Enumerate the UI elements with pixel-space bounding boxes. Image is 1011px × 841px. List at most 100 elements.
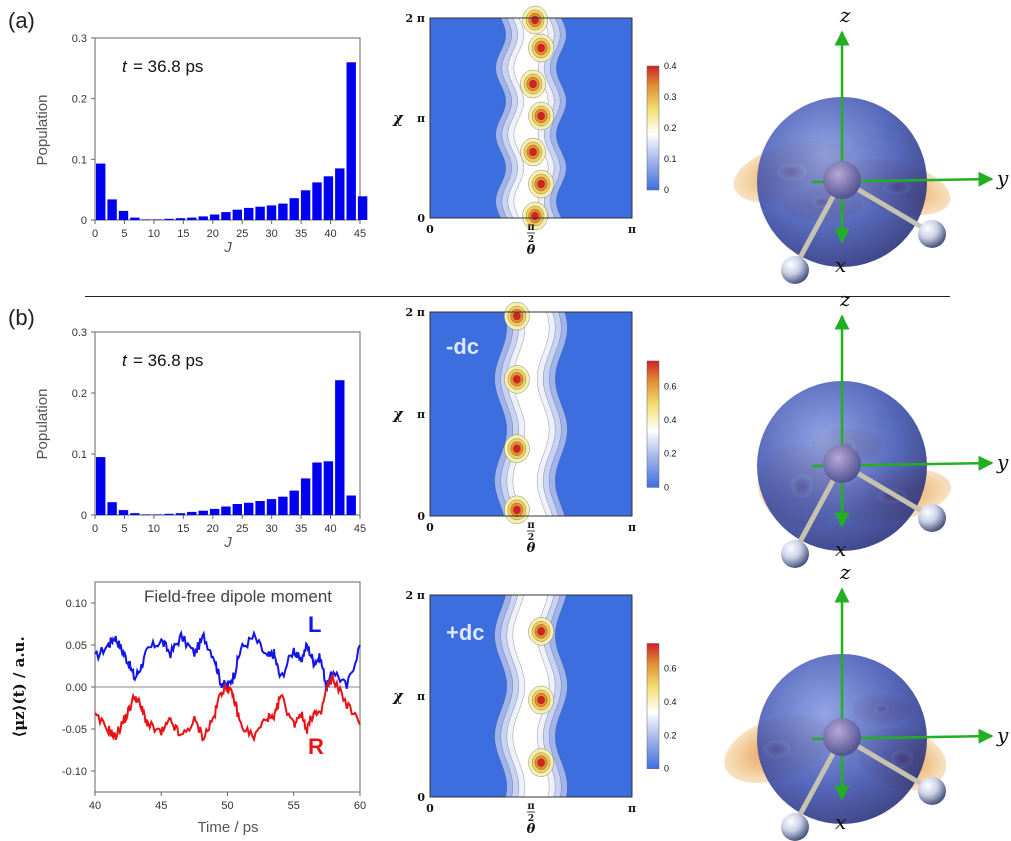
histogram-a-ytick-1: 0.1: [72, 154, 87, 166]
histogram-b-xtick-5: 25: [236, 523, 248, 535]
histogram-a-ytick-0: 0: [81, 215, 87, 227]
molecule-b-minus-z-label: z: [839, 287, 851, 311]
heatmap-a-frame: [429, 17, 633, 219]
histogram-a-ytick-2: 0.2: [72, 94, 87, 106]
molecule-render-b-plus: z y x: [724, 560, 1009, 841]
dipole-plot: 40 45 50 55 60 -0.10 -0.05 0.00 0.05 0.10 Field-…: [10, 581, 366, 836]
heatmap-b-minus-ytick-2: 2 π: [405, 306, 425, 319]
histogram-b-bar-13: [244, 502, 254, 515]
histogram-b-xtick-7: 35: [295, 523, 307, 535]
molecule-b-minus-central-atom: [823, 445, 861, 483]
heatmap-b-minus-xtick-0: 0: [426, 521, 434, 534]
histogram-b-bar-7: [175, 513, 186, 515]
histogram-b-bar-4: [141, 514, 151, 515]
histogram-b-bar-5: [152, 514, 163, 515]
heatmap-a-ytick-1: π: [417, 112, 425, 125]
heatmap-b-minus-label: -dc: [446, 334, 479, 359]
molecule-a-atom-left: [781, 256, 809, 284]
heatmap-b-minus-colorbar-tick-2: 0.4: [664, 415, 677, 425]
histogram-b-bar-3: [130, 513, 140, 515]
histogram-b-xtick-0: 0: [92, 523, 98, 535]
histogram-a-xtick-3: 15: [177, 228, 189, 240]
histogram-a-xtick-0: 0: [92, 228, 98, 240]
histogram-a-bar-13: [244, 207, 254, 220]
molecule-b-minus-atom-left: [781, 540, 809, 568]
histogram-a-ytick-3: 0.3: [72, 33, 87, 45]
heatmap-a: 0 π 2 π 0 π 2 π θ χ 0 0.1 0.2 0.3 0.4: [392, 5, 677, 258]
heatmap-b-minus-ytick-1: π: [417, 408, 425, 421]
molecule-b-plus-atom-left: [781, 813, 809, 841]
dipole-ytick-2: 0.00: [66, 682, 87, 694]
histogram-a-bar-8: [187, 217, 197, 220]
histogram-a-bar-11: [221, 212, 231, 220]
histogram-a-bar-17: [289, 198, 299, 220]
heatmap-b-minus-peak-3-ring-3: [513, 505, 521, 515]
heatmap-b-plus-ytick-1: π: [417, 690, 425, 703]
dipole-ytick-1: -0.05: [62, 724, 87, 736]
histogram-a-xtick-5: 25: [236, 228, 248, 240]
heatmap-a-peak-0-ring-3: [531, 15, 539, 25]
heatmap-b-minus-colorbar: [646, 360, 660, 488]
histogram-a-bar-16: [278, 203, 288, 220]
histogram-a-bar-7: [175, 218, 186, 220]
heatmap-b-plus-colorbar-tick-2: 0.4: [664, 697, 677, 707]
histogram-b-ytick-2: 0.2: [72, 388, 87, 400]
molecule-a-atom-right: [918, 220, 946, 248]
dipole-xtick-0: 40: [89, 800, 101, 812]
histogram-a-time-var: t: [122, 57, 128, 76]
histogram-a-xtick-7: 35: [295, 228, 307, 240]
heatmap-a-xtick-2: π: [628, 223, 636, 236]
molecule-b-plus-z-label: z: [839, 560, 851, 584]
heatmap-b-plus-xtick-1-num: π: [527, 801, 534, 812]
dipole-ytick-0: -0.10: [62, 766, 87, 778]
heatmap-a-peak-4-ring-3: [529, 147, 537, 157]
heatmap-a-peak-2-ring-3: [529, 79, 537, 89]
molecule-render-b-minus: z y x: [757, 287, 1009, 568]
heatmap-a-xtick-1-den: 2: [528, 235, 534, 245]
panel-label-b: (b): [8, 305, 35, 330]
heatmap-a-peak-1-ring-3: [537, 43, 545, 53]
series-line-L: [94, 629, 361, 693]
panel-divider: [85, 296, 950, 297]
histogram-b-bar-1: [107, 502, 117, 515]
histogram-b: 0 5 10 15 20 25 30 35 40 45 0 0.1 0.2 0.3 t = 36.8 p…: [34, 327, 366, 551]
heatmap-b-minus-colorbar-tick-0: 0: [664, 482, 669, 492]
dipole-ylabel: ⟨μz⟩(t) / a.u.: [10, 636, 28, 737]
heatmap-b-plus-peak-1-ring-3: [537, 695, 545, 705]
histogram-b-xtick-8: 40: [324, 523, 336, 535]
heatmap-b-minus-ylabel: χ: [392, 405, 404, 423]
heatmap-b-minus-peak-1-ring-3: [513, 375, 521, 384]
histogram-b-xtick-2: 10: [148, 523, 160, 535]
histogram-a-bar-6: [164, 218, 174, 220]
histogram-a: 0 5 10 15 20 25 30 35 40 45 0 0.1 0.2 0.3 t = 36.8 p…: [34, 33, 368, 256]
heatmap-b-minus-xtick-1-num: π: [527, 520, 534, 531]
heatmap-b-plus-colorbar-tick-3: 0.6: [664, 664, 677, 674]
histogram-a-xtick-2: 10: [148, 228, 160, 240]
panel-label-a: (a): [8, 8, 35, 33]
heatmap-b-minus-colorbar-tick-3: 0.6: [664, 381, 677, 391]
histogram-a-xtick-4: 20: [207, 228, 219, 240]
histogram-a-xtick-6: 30: [266, 228, 278, 240]
dipole-plot-title: Field-free dipole moment: [144, 587, 332, 606]
dipole-xtick-2: 50: [221, 800, 233, 812]
histogram-a-time-value: = 36.8 ps: [133, 57, 203, 76]
heatmap-b-minus-colorbar-tick-1: 0.2: [664, 449, 677, 459]
histogram-a-bar-22: [346, 62, 356, 220]
histogram-b-bar-12: [232, 504, 242, 515]
histogram-b-bar-9: [198, 510, 208, 515]
histogram-a-xtick-9: 45: [354, 228, 366, 240]
heatmap-a-ytick-2: 2 π: [405, 12, 425, 25]
histogram-a-bar-18: [300, 190, 311, 220]
heatmap-a-ytick-0: 0: [417, 212, 425, 225]
series-line-R: [94, 672, 361, 743]
histogram-b-ytick-0: 0: [81, 510, 87, 522]
dipole-ytick-3: 0.05: [66, 640, 87, 652]
histogram-a-bar-14: [255, 206, 265, 220]
molecule-a-y-label: y: [996, 166, 1009, 190]
heatmap-b-plus-xtick-1-den: 2: [528, 814, 534, 824]
heatmap-a-xtick-0: 0: [426, 223, 434, 236]
dipole-xlabel: Time / ps: [197, 819, 258, 836]
histogram-b-ytick-3: 0.3: [72, 327, 87, 339]
histogram-a-bar-5: [152, 219, 163, 220]
